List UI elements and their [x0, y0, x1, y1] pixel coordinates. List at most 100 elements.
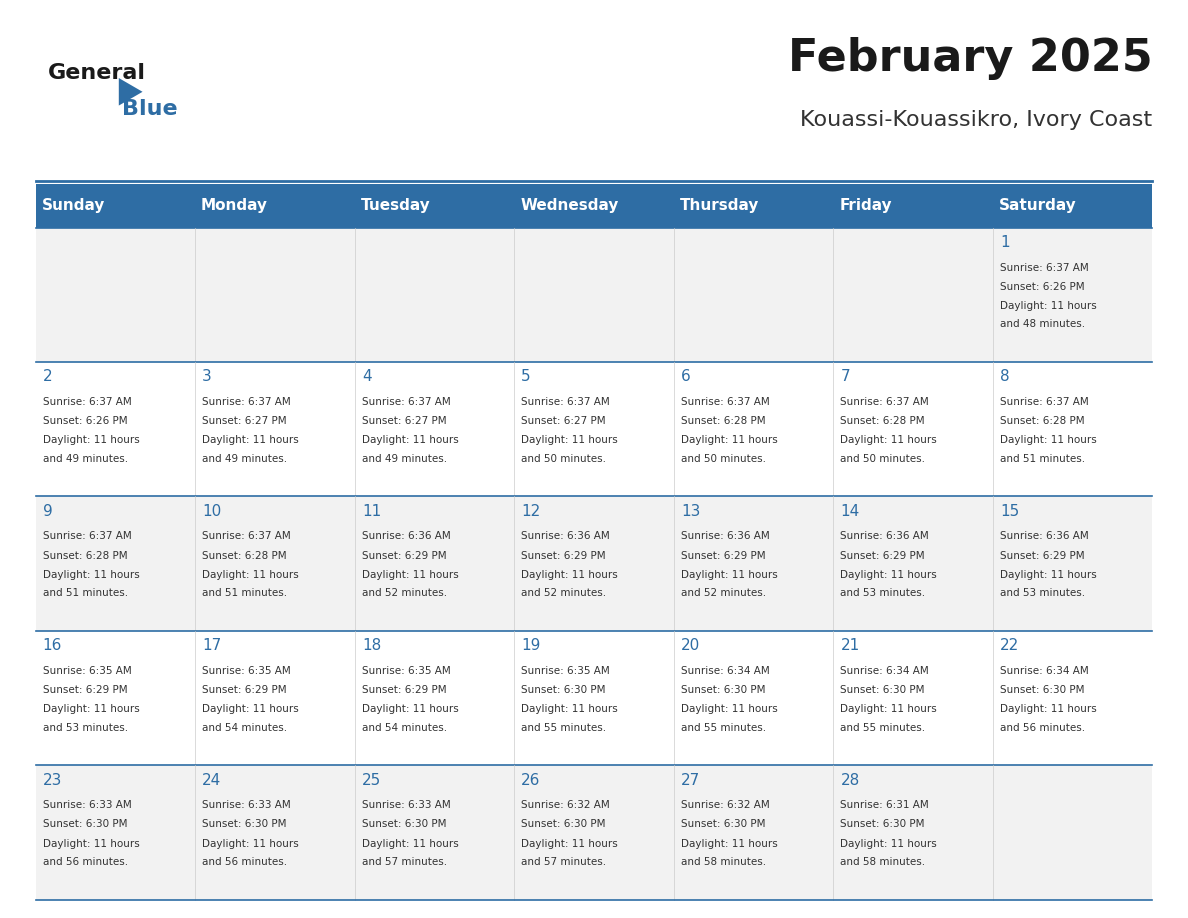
Text: and 57 minutes.: and 57 minutes.	[522, 857, 607, 867]
Text: Sunset: 6:27 PM: Sunset: 6:27 PM	[362, 416, 447, 426]
Text: Sunset: 6:30 PM: Sunset: 6:30 PM	[522, 820, 606, 829]
Text: Sunset: 6:27 PM: Sunset: 6:27 PM	[522, 416, 606, 426]
Text: Daylight: 11 hours: Daylight: 11 hours	[43, 435, 139, 445]
Text: Sunset: 6:29 PM: Sunset: 6:29 PM	[202, 685, 287, 695]
Text: Daylight: 11 hours: Daylight: 11 hours	[362, 435, 459, 445]
Text: Daylight: 11 hours: Daylight: 11 hours	[43, 839, 139, 848]
Text: 24: 24	[202, 773, 221, 788]
Text: Sunset: 6:28 PM: Sunset: 6:28 PM	[1000, 416, 1085, 426]
Text: and 49 minutes.: and 49 minutes.	[362, 453, 447, 464]
Bar	[36, 497, 1152, 631]
Text: Daylight: 11 hours: Daylight: 11 hours	[681, 839, 778, 848]
Text: Friday: Friday	[839, 198, 892, 213]
Text: Sunset: 6:26 PM: Sunset: 6:26 PM	[1000, 282, 1085, 292]
Text: Sunrise: 6:37 AM: Sunrise: 6:37 AM	[681, 397, 770, 407]
Text: Sunrise: 6:31 AM: Sunrise: 6:31 AM	[840, 800, 929, 810]
Polygon shape	[119, 78, 143, 106]
Text: Sunrise: 6:36 AM: Sunrise: 6:36 AM	[522, 532, 611, 542]
Bar	[36, 766, 1152, 900]
Text: Daylight: 11 hours: Daylight: 11 hours	[522, 839, 618, 848]
Text: Daylight: 11 hours: Daylight: 11 hours	[681, 570, 778, 580]
Text: Wednesday: Wednesday	[520, 198, 619, 213]
Text: and 50 minutes.: and 50 minutes.	[522, 453, 606, 464]
Text: Sunset: 6:28 PM: Sunset: 6:28 PM	[202, 551, 287, 561]
Text: 7: 7	[840, 369, 851, 385]
Text: Sunrise: 6:32 AM: Sunrise: 6:32 AM	[681, 800, 770, 810]
Text: and 53 minutes.: and 53 minutes.	[43, 722, 128, 733]
Text: 9: 9	[43, 504, 52, 519]
Text: Sunrise: 6:35 AM: Sunrise: 6:35 AM	[43, 666, 132, 676]
Text: and 57 minutes.: and 57 minutes.	[362, 857, 447, 867]
Text: Sunset: 6:30 PM: Sunset: 6:30 PM	[202, 820, 286, 829]
Text: and 53 minutes.: and 53 minutes.	[840, 588, 925, 599]
Text: Daylight: 11 hours: Daylight: 11 hours	[1000, 435, 1097, 445]
Text: Saturday: Saturday	[999, 198, 1076, 213]
Text: Daylight: 11 hours: Daylight: 11 hours	[522, 570, 618, 580]
Bar	[36, 362, 1152, 497]
Text: Sunrise: 6:34 AM: Sunrise: 6:34 AM	[681, 666, 770, 676]
Text: Blue: Blue	[122, 99, 178, 119]
Text: Daylight: 11 hours: Daylight: 11 hours	[202, 704, 299, 714]
Text: Sunrise: 6:34 AM: Sunrise: 6:34 AM	[840, 666, 929, 676]
Text: Daylight: 11 hours: Daylight: 11 hours	[43, 704, 139, 714]
Text: Sunrise: 6:36 AM: Sunrise: 6:36 AM	[1000, 532, 1088, 542]
Text: Daylight: 11 hours: Daylight: 11 hours	[1000, 704, 1097, 714]
Text: Daylight: 11 hours: Daylight: 11 hours	[202, 570, 299, 580]
Text: Daylight: 11 hours: Daylight: 11 hours	[43, 570, 139, 580]
Text: Sunrise: 6:37 AM: Sunrise: 6:37 AM	[43, 532, 132, 542]
Text: Sunday: Sunday	[42, 198, 105, 213]
Text: Sunrise: 6:37 AM: Sunrise: 6:37 AM	[522, 397, 611, 407]
Text: 11: 11	[362, 504, 381, 519]
Text: Daylight: 11 hours: Daylight: 11 hours	[840, 570, 937, 580]
Text: Sunrise: 6:35 AM: Sunrise: 6:35 AM	[202, 666, 291, 676]
Text: Sunrise: 6:37 AM: Sunrise: 6:37 AM	[362, 397, 450, 407]
Bar	[36, 631, 1152, 766]
Text: 23: 23	[43, 773, 62, 788]
Text: 25: 25	[362, 773, 381, 788]
Text: 22: 22	[1000, 638, 1019, 654]
Text: Kouassi-Kouassikro, Ivory Coast: Kouassi-Kouassikro, Ivory Coast	[801, 110, 1152, 130]
Text: Sunset: 6:26 PM: Sunset: 6:26 PM	[43, 416, 127, 426]
Text: 13: 13	[681, 504, 700, 519]
Text: 16: 16	[43, 638, 62, 654]
Text: Sunset: 6:27 PM: Sunset: 6:27 PM	[202, 416, 287, 426]
Text: Sunset: 6:30 PM: Sunset: 6:30 PM	[1000, 685, 1085, 695]
Text: and 50 minutes.: and 50 minutes.	[681, 453, 766, 464]
Text: and 51 minutes.: and 51 minutes.	[1000, 453, 1085, 464]
Text: and 56 minutes.: and 56 minutes.	[43, 857, 128, 867]
Text: Sunset: 6:28 PM: Sunset: 6:28 PM	[43, 551, 127, 561]
Text: and 53 minutes.: and 53 minutes.	[1000, 588, 1085, 599]
Text: Sunset: 6:30 PM: Sunset: 6:30 PM	[681, 820, 765, 829]
Text: Sunset: 6:30 PM: Sunset: 6:30 PM	[681, 685, 765, 695]
Text: 6: 6	[681, 369, 690, 385]
Text: Daylight: 11 hours: Daylight: 11 hours	[1000, 570, 1097, 580]
Text: Monday: Monday	[201, 198, 268, 213]
Text: and 49 minutes.: and 49 minutes.	[43, 453, 128, 464]
Text: Sunrise: 6:34 AM: Sunrise: 6:34 AM	[1000, 666, 1088, 676]
Text: Daylight: 11 hours: Daylight: 11 hours	[362, 839, 459, 848]
Text: and 55 minutes.: and 55 minutes.	[681, 722, 766, 733]
Text: Sunset: 6:30 PM: Sunset: 6:30 PM	[840, 820, 925, 829]
Text: 26: 26	[522, 773, 541, 788]
Text: 15: 15	[1000, 504, 1019, 519]
Text: Sunrise: 6:33 AM: Sunrise: 6:33 AM	[362, 800, 450, 810]
Text: and 58 minutes.: and 58 minutes.	[681, 857, 766, 867]
Text: 28: 28	[840, 773, 860, 788]
Text: and 50 minutes.: and 50 minutes.	[840, 453, 925, 464]
Text: 2: 2	[43, 369, 52, 385]
Text: Sunset: 6:29 PM: Sunset: 6:29 PM	[1000, 551, 1085, 561]
Text: Daylight: 11 hours: Daylight: 11 hours	[522, 435, 618, 445]
Text: Sunrise: 6:37 AM: Sunrise: 6:37 AM	[1000, 263, 1088, 273]
Text: and 52 minutes.: and 52 minutes.	[362, 588, 447, 599]
Text: 27: 27	[681, 773, 700, 788]
Bar	[36, 228, 1152, 362]
Text: Sunset: 6:30 PM: Sunset: 6:30 PM	[43, 820, 127, 829]
Text: Sunrise: 6:37 AM: Sunrise: 6:37 AM	[1000, 397, 1088, 407]
Text: Sunset: 6:29 PM: Sunset: 6:29 PM	[43, 685, 127, 695]
Text: and 55 minutes.: and 55 minutes.	[840, 722, 925, 733]
Text: Daylight: 11 hours: Daylight: 11 hours	[522, 704, 618, 714]
Text: and 52 minutes.: and 52 minutes.	[522, 588, 607, 599]
Text: Sunset: 6:29 PM: Sunset: 6:29 PM	[840, 551, 925, 561]
Bar	[36, 184, 1152, 228]
Text: General: General	[48, 62, 145, 83]
